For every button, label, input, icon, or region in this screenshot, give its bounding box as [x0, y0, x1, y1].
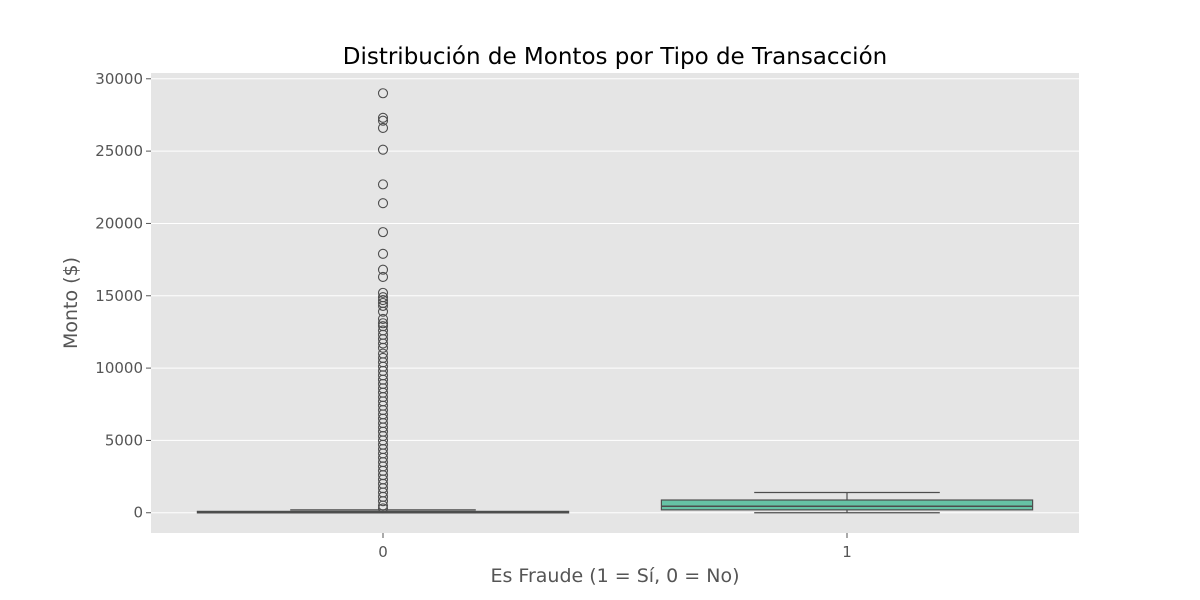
outlier-point [377, 179, 389, 190]
outlier-point [377, 112, 389, 123]
outlier-point [377, 115, 389, 126]
outlier-point [377, 198, 389, 209]
outlier-point [377, 313, 389, 324]
outlier-point [377, 144, 389, 155]
boxes [196, 88, 1034, 514]
outlier-point [377, 300, 389, 311]
y-axis: 0 5000 10000 15000 20000 25000 30000 [95, 70, 151, 522]
y-tick-label: 30000 [95, 70, 143, 88]
y-axis-label: Monto ($) [60, 257, 82, 349]
y-tick-label: 20000 [95, 214, 143, 232]
plot-area [151, 73, 1079, 533]
x-tick-label: 1 [842, 543, 852, 561]
outlier-point [377, 248, 389, 259]
outlier-point [377, 287, 389, 298]
outlier-point [377, 306, 389, 317]
outlier-point [377, 295, 389, 306]
y-tick-label: 15000 [95, 287, 143, 305]
gridlines [151, 78, 1079, 514]
outlier-point [377, 500, 389, 511]
box-0 [196, 88, 570, 514]
y-tick-label: 5000 [105, 431, 143, 449]
outlier-point [377, 88, 389, 99]
outlier-point [377, 271, 389, 283]
box-1 [660, 491, 1034, 514]
outlier-point [377, 122, 389, 134]
x-axis-label: Es Fraude (1 = Sí, 0 = No) [490, 565, 739, 587]
y-tick-label: 10000 [95, 359, 143, 377]
y-tick-label: 25000 [95, 142, 143, 160]
outlier-point [377, 338, 389, 349]
outlier-point [377, 264, 389, 275]
chart-title: Distribución de Montos por Tipo de Trans… [343, 44, 887, 70]
y-tick-label: 0 [133, 504, 143, 522]
box-iqr [660, 499, 1034, 511]
outlier-point [377, 227, 389, 238]
outlier-point [377, 342, 389, 353]
outlier-point [377, 503, 389, 514]
x-tick-label: 0 [378, 543, 388, 561]
outlier-point [377, 496, 389, 507]
outlier-point [377, 318, 389, 329]
